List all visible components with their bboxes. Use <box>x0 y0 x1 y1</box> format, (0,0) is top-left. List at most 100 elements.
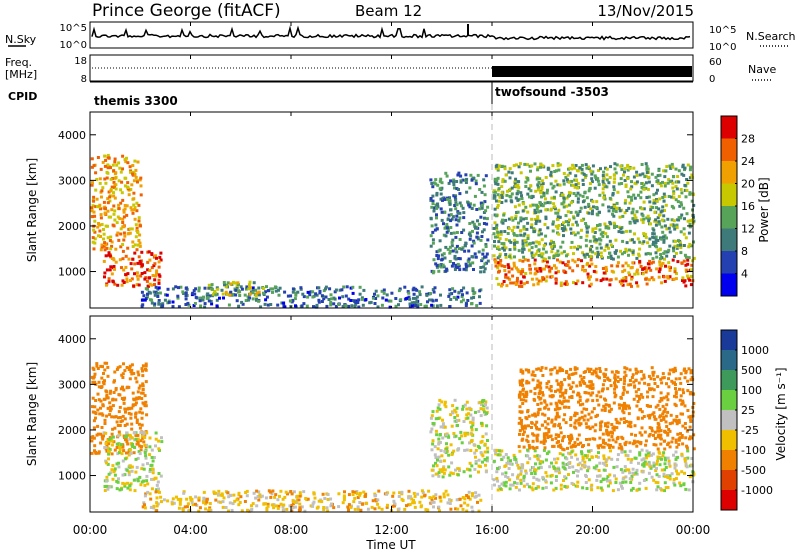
heat-cell <box>125 204 129 208</box>
heat-cell <box>675 445 679 449</box>
heat-cell <box>676 432 680 436</box>
heat-cell <box>655 255 659 259</box>
heat-cell <box>668 230 672 234</box>
heat-cell <box>161 304 165 308</box>
heat-cell <box>110 452 114 456</box>
heat-cell <box>627 253 630 257</box>
heat-cell <box>676 175 680 178</box>
heat-cell <box>445 230 449 234</box>
heat-cell <box>604 265 608 269</box>
heat-cell <box>139 439 143 443</box>
heat-cell <box>525 243 529 247</box>
heat-cell <box>623 170 626 174</box>
heat-cell <box>624 199 628 203</box>
heat-cell <box>373 302 377 305</box>
heat-cell <box>300 304 304 308</box>
heat-cell <box>436 417 440 420</box>
heat-cell <box>467 203 471 207</box>
heat-cell <box>623 250 626 254</box>
time-tick-label: 04:00 <box>173 523 208 537</box>
heat-cell <box>518 390 522 394</box>
heat-cell <box>141 374 145 378</box>
heat-cell <box>533 412 537 416</box>
heat-cell <box>679 188 683 191</box>
heat-cell <box>132 170 135 174</box>
heat-cell <box>131 172 135 176</box>
heat-cell <box>132 208 136 212</box>
heat-cell <box>249 286 252 290</box>
heat-cell <box>527 414 531 418</box>
heat-cell <box>139 274 143 278</box>
heat-cell <box>458 238 462 241</box>
heat-cell <box>99 213 103 217</box>
heat-cell <box>434 493 438 497</box>
heat-cell <box>478 289 482 293</box>
heat-cell <box>590 172 594 176</box>
heat-cell <box>429 430 433 434</box>
heat-cell <box>563 378 567 382</box>
heat-cell <box>171 305 175 309</box>
heat-cell <box>98 223 102 227</box>
heat-cell <box>103 177 107 181</box>
heat-cell <box>534 271 538 275</box>
heat-cell <box>544 479 548 483</box>
heat-cell <box>636 268 639 272</box>
heat-cell <box>440 181 444 185</box>
heat-cell <box>136 231 140 234</box>
heat-cell <box>656 403 660 407</box>
heat-cell <box>602 440 606 443</box>
heat-cell <box>533 374 537 377</box>
heat-cell <box>480 203 484 207</box>
heat-cell <box>590 180 594 184</box>
heat-cell <box>647 462 651 466</box>
heat-cell <box>657 213 661 217</box>
heat-cell <box>624 404 628 408</box>
heat-cell <box>351 299 355 302</box>
heat-cell <box>666 476 670 479</box>
heat-cell <box>479 266 483 269</box>
heat-cell <box>449 471 453 475</box>
heat-cell <box>501 180 505 184</box>
heat-cell <box>449 413 453 417</box>
heat-cell <box>687 367 691 371</box>
heat-cell <box>519 219 523 223</box>
heat-cell <box>533 392 537 396</box>
heat-cell <box>692 447 696 451</box>
heat-cell <box>627 248 631 252</box>
heat-cell <box>688 435 692 439</box>
heat-cell <box>148 492 152 496</box>
heat-cell <box>136 243 140 247</box>
heat-cell <box>516 183 520 187</box>
heat-cell <box>132 179 136 183</box>
heat-cell <box>521 209 525 213</box>
heat-cell <box>652 370 656 374</box>
heat-cell <box>615 225 619 228</box>
heat-cell <box>450 424 454 428</box>
heat-cell <box>635 270 639 274</box>
heat-cell <box>536 185 540 189</box>
heat-cell <box>134 223 138 227</box>
heat-cell <box>130 183 134 187</box>
heat-cell <box>533 217 537 221</box>
heat-cell <box>616 255 620 259</box>
heat-cell <box>176 497 180 501</box>
heat-cell <box>558 422 561 426</box>
heat-cell <box>576 231 580 235</box>
heat-cell <box>135 201 139 205</box>
heat-cell <box>435 433 439 437</box>
heat-cell <box>497 282 501 286</box>
heat-cell <box>264 502 267 506</box>
heat-cell <box>556 469 560 473</box>
heat-cell <box>90 157 94 161</box>
heat-cell <box>150 301 154 305</box>
heat-cell <box>115 462 119 466</box>
heat-cell <box>507 266 511 270</box>
heat-cell <box>123 424 127 427</box>
heat-cell <box>541 460 545 464</box>
heat-cell <box>599 480 603 484</box>
heat-cell <box>592 407 596 411</box>
heat-cell <box>599 279 603 283</box>
heat-cell <box>106 487 110 491</box>
heat-cell <box>141 434 144 438</box>
heat-cell <box>588 370 591 373</box>
